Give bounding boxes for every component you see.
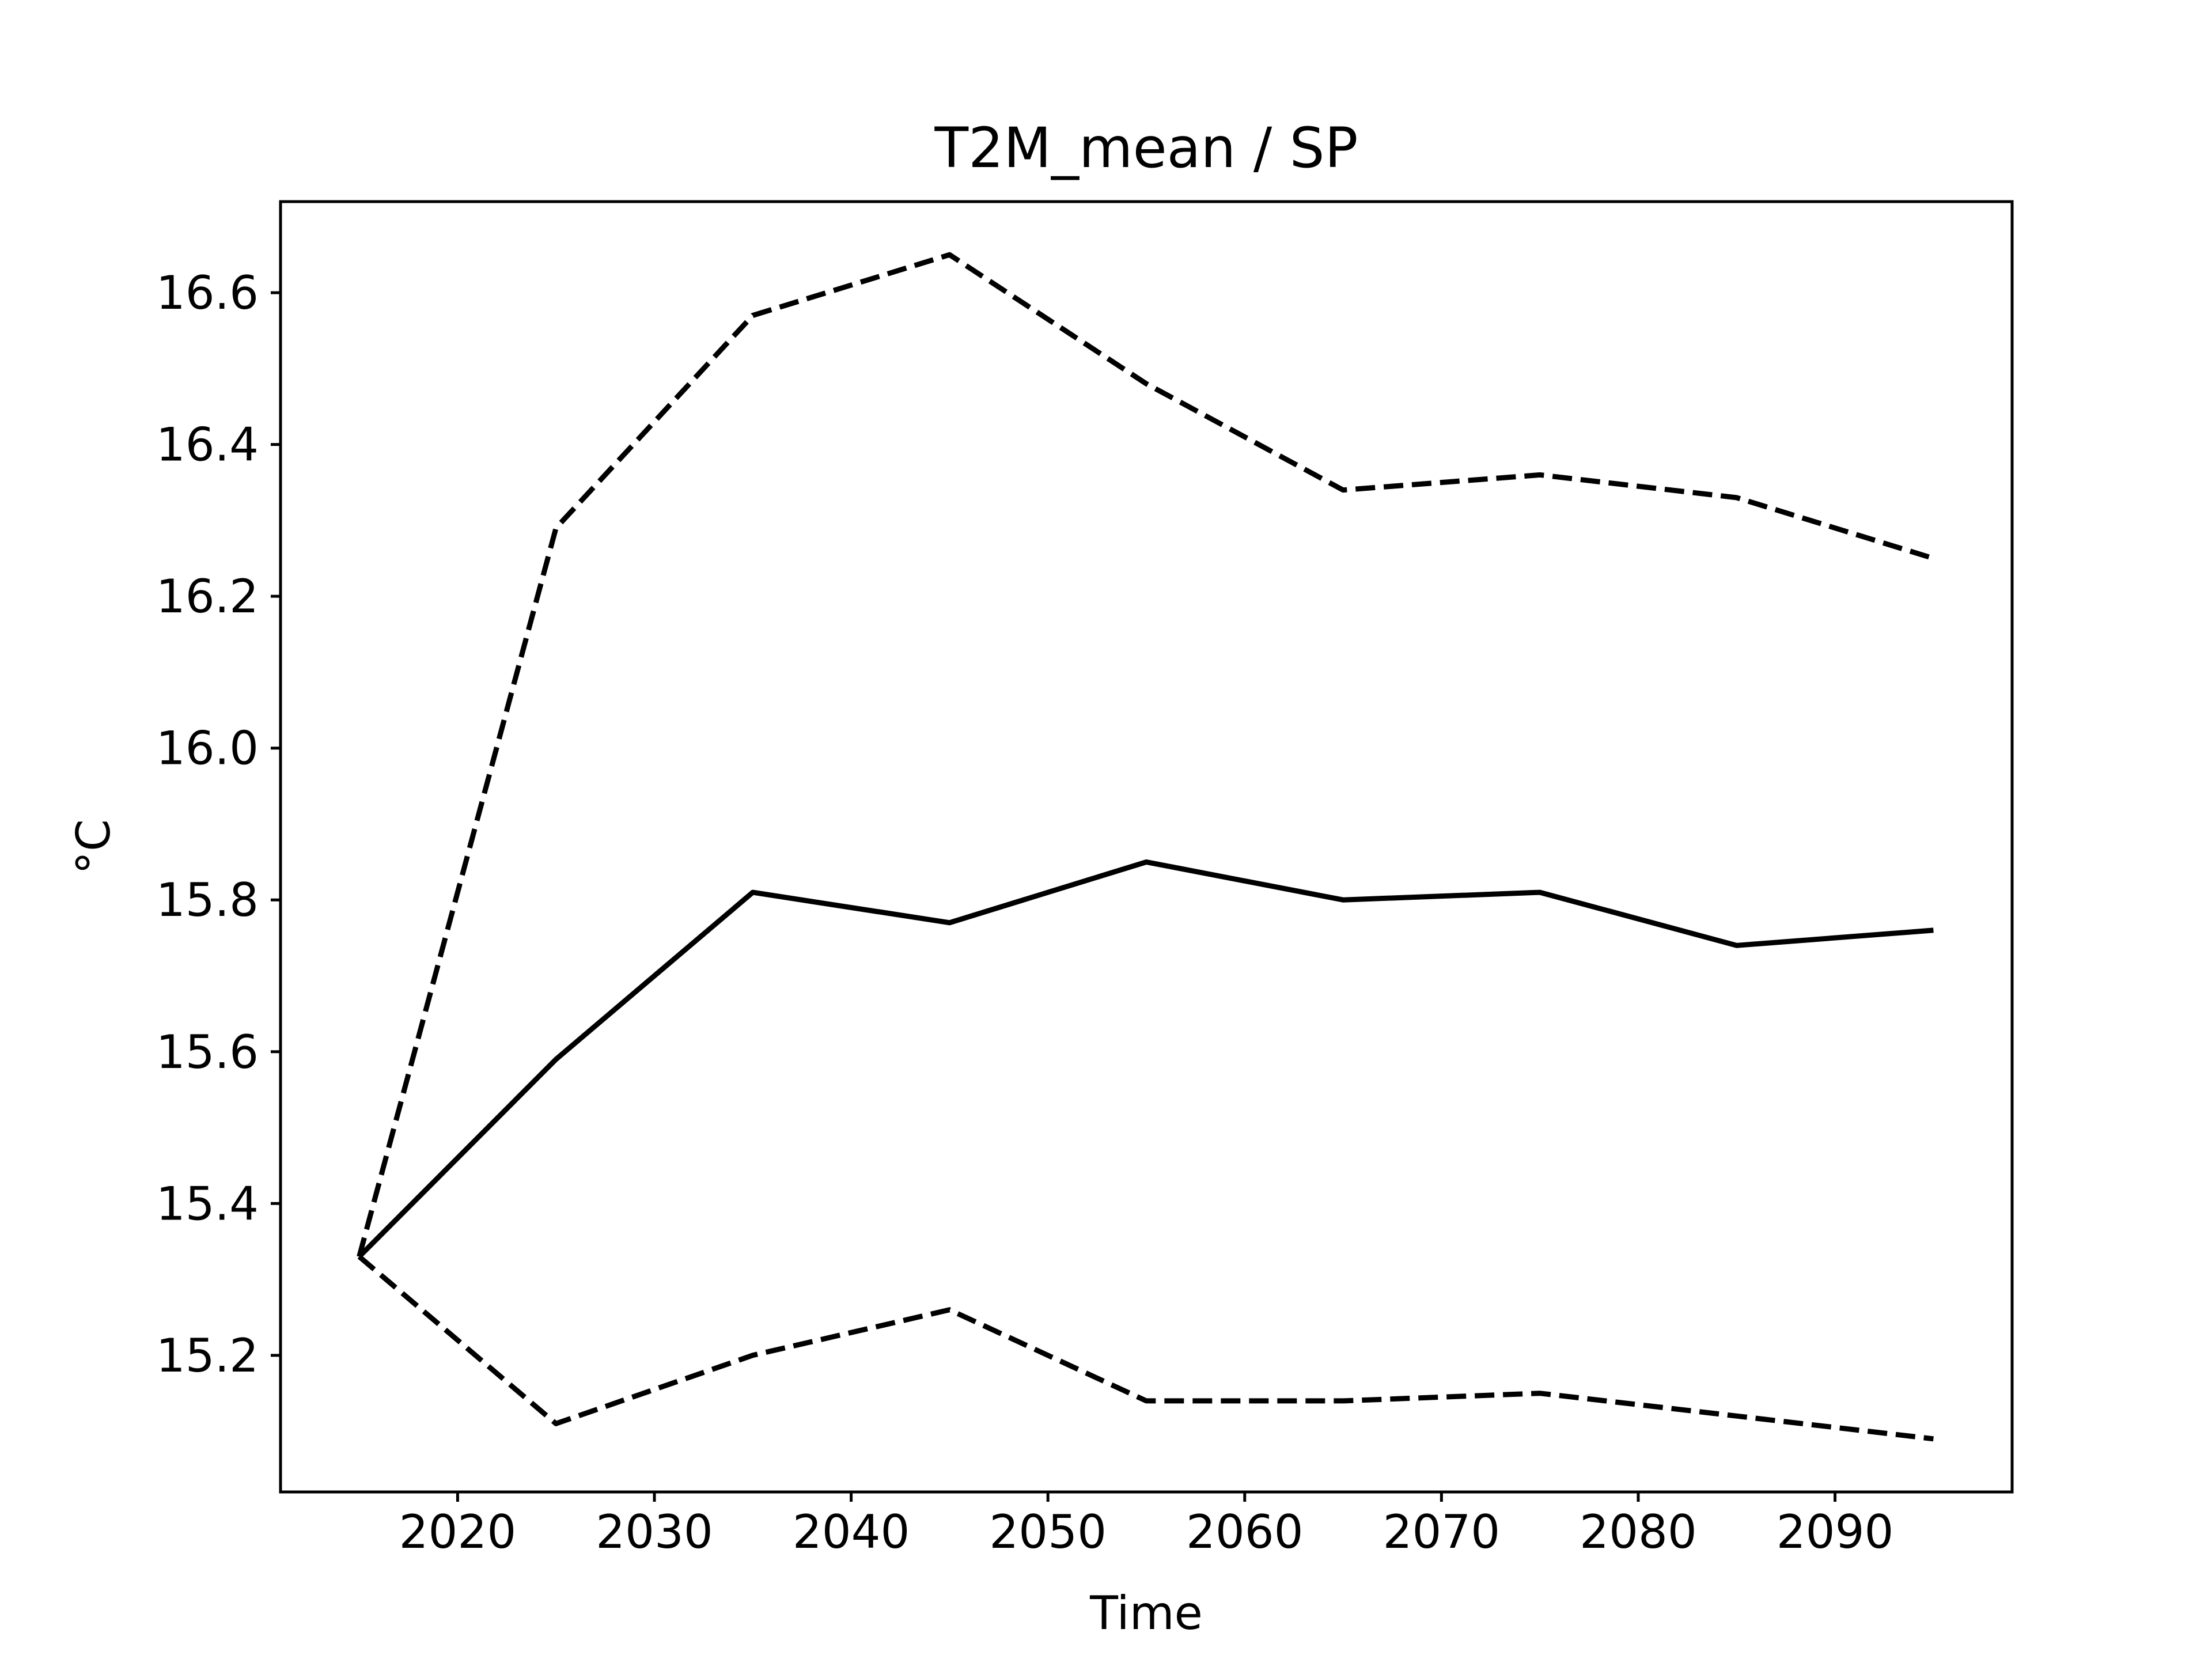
x-tick-label: 2080 <box>1580 1505 1697 1559</box>
y-tick-label: 15.8 <box>156 873 259 927</box>
y-axis: 15.2 15.4 15.6 15.8 16.0 16.2 16.4 16.6 <box>156 266 281 1382</box>
x-axis: 2020 2030 2040 2050 2060 2070 2080 2090 <box>399 1492 1894 1559</box>
y-tick-label: 16.4 <box>156 418 259 472</box>
x-tick-label: 2030 <box>596 1505 713 1559</box>
x-tick-label: 2090 <box>1777 1505 1894 1559</box>
series-line-1 <box>357 859 1934 1259</box>
series-line-3 <box>357 1255 1934 1442</box>
x-tick-label: 2070 <box>1383 1505 1501 1559</box>
series-line-2 <box>357 252 1934 1257</box>
chart-title: T2M_mean / SP <box>934 116 1358 180</box>
x-tick-label: 2020 <box>399 1505 517 1559</box>
y-axis-label: °C <box>67 819 120 874</box>
plot-area <box>357 252 1934 1442</box>
axes-frame <box>279 200 2014 1494</box>
y-tick-label: 15.6 <box>156 1025 259 1079</box>
x-axis-label: Time <box>1089 1586 1203 1640</box>
y-tick-label: 16.0 <box>156 722 259 775</box>
x-tick-label: 2040 <box>793 1505 910 1559</box>
x-tick-label: 2050 <box>989 1505 1107 1559</box>
y-tick-label: 16.2 <box>156 570 259 623</box>
y-tick-label: 15.2 <box>156 1329 259 1382</box>
x-tick-label: 2060 <box>1186 1505 1304 1559</box>
y-tick-label: 16.6 <box>156 266 259 320</box>
y-tick-label: 15.4 <box>156 1177 259 1230</box>
